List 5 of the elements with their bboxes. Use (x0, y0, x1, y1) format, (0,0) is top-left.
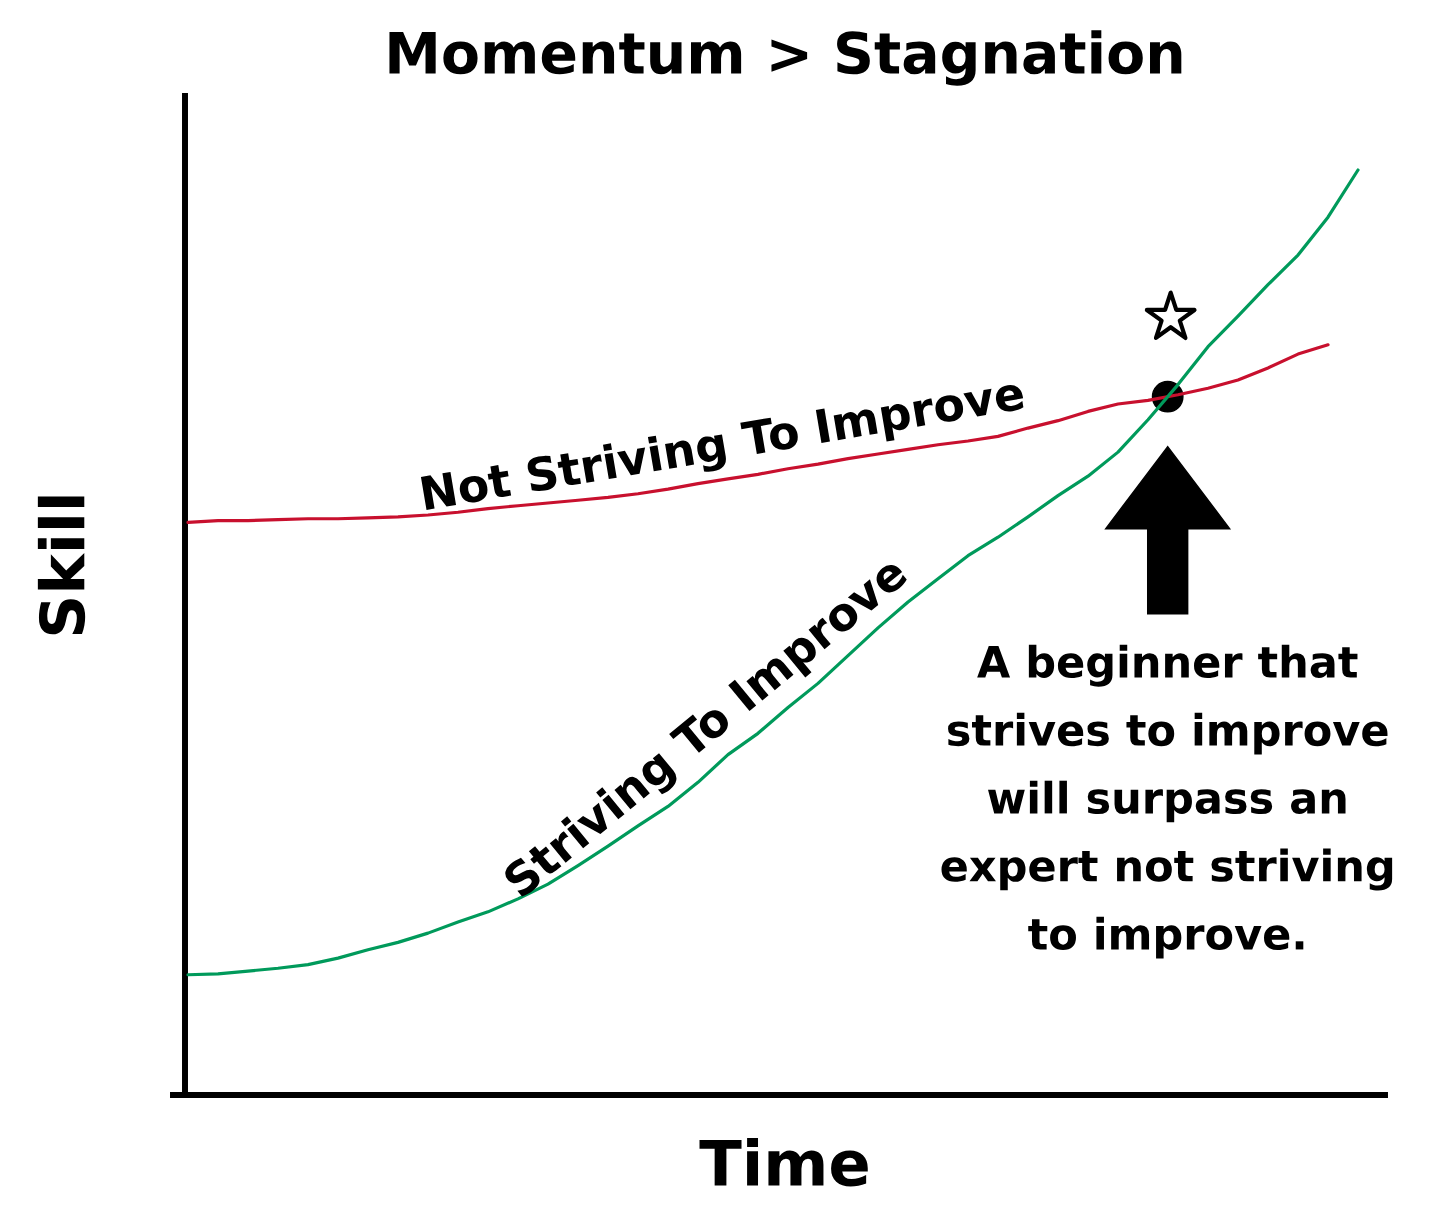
text: Not Striving To Improve (420, 374, 1027, 520)
chart-title: Momentum > Stagnation (389, 30, 1182, 86)
annotation: A beginner that strives to improve will surpass an expert not striving to improve. (941, 644, 1393, 959)
x-axis-title: Time (699, 1138, 868, 1187)
y-axis-title: Skill (37, 496, 86, 635)
